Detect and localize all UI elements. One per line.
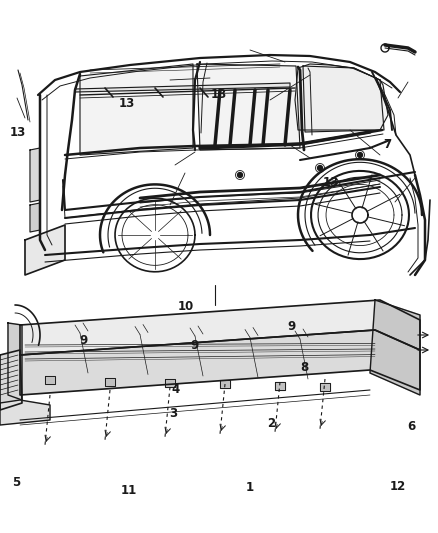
Polygon shape <box>20 300 420 355</box>
Circle shape <box>318 166 322 171</box>
Circle shape <box>237 173 243 177</box>
Text: 3: 3 <box>169 407 177 419</box>
Text: 7: 7 <box>384 139 392 151</box>
Text: 13: 13 <box>9 126 26 139</box>
Text: 9: 9 <box>79 334 87 346</box>
Polygon shape <box>370 300 420 395</box>
Text: 10: 10 <box>178 300 194 313</box>
Text: 13: 13 <box>119 98 135 110</box>
Polygon shape <box>45 376 55 384</box>
Text: 5: 5 <box>13 477 21 489</box>
Polygon shape <box>25 225 65 275</box>
Polygon shape <box>75 83 290 92</box>
Polygon shape <box>20 330 420 395</box>
Text: 9: 9 <box>287 320 295 333</box>
Polygon shape <box>220 381 230 389</box>
Text: 8: 8 <box>300 361 308 374</box>
Text: 13: 13 <box>322 176 339 189</box>
Circle shape <box>357 152 363 157</box>
Text: 13: 13 <box>211 88 227 101</box>
Text: 9: 9 <box>191 339 199 352</box>
Polygon shape <box>197 64 300 150</box>
Polygon shape <box>105 377 115 385</box>
Polygon shape <box>295 64 388 130</box>
Polygon shape <box>275 382 285 390</box>
Polygon shape <box>30 203 40 232</box>
Polygon shape <box>303 66 384 132</box>
Text: 2: 2 <box>268 417 276 430</box>
Polygon shape <box>165 379 175 387</box>
Text: 4: 4 <box>171 383 179 395</box>
Text: 6: 6 <box>408 420 416 433</box>
Polygon shape <box>0 350 22 410</box>
Polygon shape <box>320 383 330 391</box>
Text: 1: 1 <box>246 481 254 494</box>
Polygon shape <box>8 323 22 400</box>
Text: 11: 11 <box>121 484 138 497</box>
Polygon shape <box>80 64 193 155</box>
Polygon shape <box>0 400 50 425</box>
Text: 12: 12 <box>389 480 406 492</box>
Polygon shape <box>30 148 40 202</box>
